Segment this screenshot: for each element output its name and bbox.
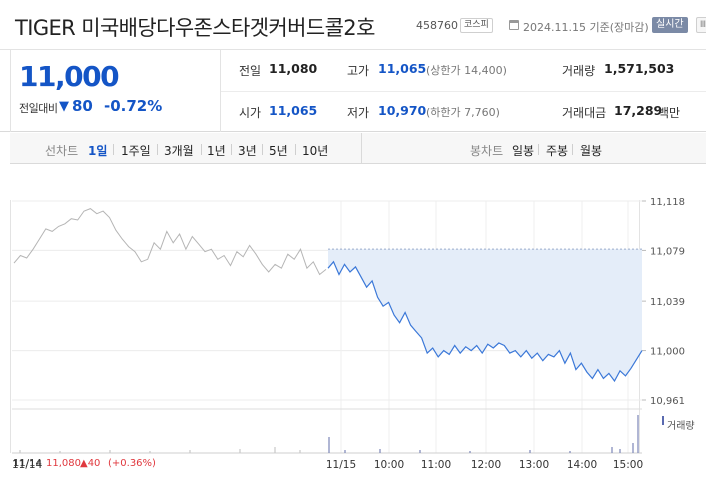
- high-value: 11,065: [378, 61, 427, 76]
- period-separator: [201, 144, 202, 155]
- period-1w[interactable]: 1주일: [121, 144, 151, 158]
- summary-divider: [220, 50, 221, 132]
- period-1y[interactable]: 1년: [207, 144, 226, 158]
- stock-code: 458760: [416, 19, 458, 32]
- footer-prev-date: 11/14: [13, 458, 42, 469]
- period-bar: [10, 133, 706, 164]
- footer-prev-pct: (+0.36%): [108, 458, 156, 469]
- period-5y[interactable]: 5년: [269, 144, 288, 158]
- open-value: 11,065: [269, 103, 318, 118]
- footer-prev-change: ▲40: [80, 458, 101, 469]
- x-tick-label: 11/15: [326, 459, 356, 471]
- lower-limit: (하한가 7,760): [426, 106, 500, 119]
- period-1d[interactable]: 1일: [88, 144, 108, 158]
- change-percent: -0.72%: [104, 97, 163, 115]
- prev-close-value: 11,080: [269, 61, 318, 76]
- prev-close-label: 전일: [239, 64, 262, 78]
- high-label: 고가: [347, 64, 370, 78]
- period-separator: [538, 144, 539, 155]
- trading-amount-label: 거래대금: [562, 106, 607, 120]
- current-price: 11,000: [19, 60, 120, 93]
- more-menu-icon[interactable]: Ⅲ: [696, 17, 706, 33]
- x-tick-label: 11:00: [421, 459, 451, 471]
- y-tick-label: 10,961: [650, 396, 685, 407]
- candle-monthly[interactable]: 월봉: [580, 144, 603, 158]
- candle-weekly[interactable]: 주봉: [546, 144, 569, 158]
- period-10y[interactable]: 10년: [302, 144, 329, 158]
- price-box: [10, 50, 220, 132]
- period-separator: [157, 144, 158, 155]
- x-tick-label: 12:00: [471, 459, 501, 471]
- period-3y[interactable]: 3년: [238, 144, 257, 158]
- x-tick-label: 15:00: [613, 459, 643, 471]
- period-separator: [572, 144, 573, 155]
- chart-frame: [10, 200, 640, 453]
- change-label: 전일대비: [19, 102, 58, 115]
- x-tick-label: 10:00: [374, 459, 404, 471]
- candle-chart-label: 봉차트: [470, 144, 504, 158]
- upper-limit: (상한가 14,400): [426, 64, 507, 77]
- y-tick-label: 11,000: [650, 347, 685, 358]
- period-separator: [295, 144, 296, 155]
- market-badge: 코스피: [460, 18, 493, 33]
- stock-title: TIGER 미국배당다우존스타겟커버드콜2호: [15, 16, 375, 40]
- down-arrow-icon: ▼: [59, 99, 69, 114]
- x-tick-label: 13:00: [519, 459, 549, 471]
- realtime-button[interactable]: 실시간: [652, 17, 688, 33]
- quote-summary: [0, 50, 706, 132]
- period-separator: [113, 144, 114, 155]
- trading-amount-unit: 백만: [658, 106, 681, 120]
- volume-value: 1,571,503: [604, 61, 675, 76]
- volume-legend-marker: [662, 416, 664, 425]
- change-value: 80: [72, 97, 93, 115]
- x-tick-label: 14:00: [567, 459, 597, 471]
- y-tick-label: 11,118: [650, 197, 685, 208]
- calendar-icon: [509, 20, 519, 30]
- stats-row-divider: [221, 91, 706, 92]
- period-separator: [231, 144, 232, 155]
- period-bar-divider: [361, 133, 362, 164]
- y-tick-label: 11,079: [650, 246, 685, 257]
- volume-axis-label: 거래량: [667, 421, 695, 432]
- reference-date: 2024.11.15 기준(장마감): [523, 21, 649, 34]
- period-3m[interactable]: 3개월: [164, 144, 194, 158]
- volume-label: 거래량: [562, 64, 596, 78]
- stock-header: [0, 0, 706, 50]
- y-tick-label: 11,039: [650, 297, 685, 308]
- footer-prev-price: 11,080: [46, 458, 81, 469]
- low-value: 10,970: [378, 103, 427, 118]
- low-label: 저가: [347, 106, 370, 120]
- candle-daily[interactable]: 일봉: [512, 144, 535, 158]
- open-label: 시가: [239, 106, 262, 120]
- line-chart-label: 선차트: [45, 144, 79, 158]
- trading-amount-value: 17,289: [614, 103, 663, 118]
- period-separator: [262, 144, 263, 155]
